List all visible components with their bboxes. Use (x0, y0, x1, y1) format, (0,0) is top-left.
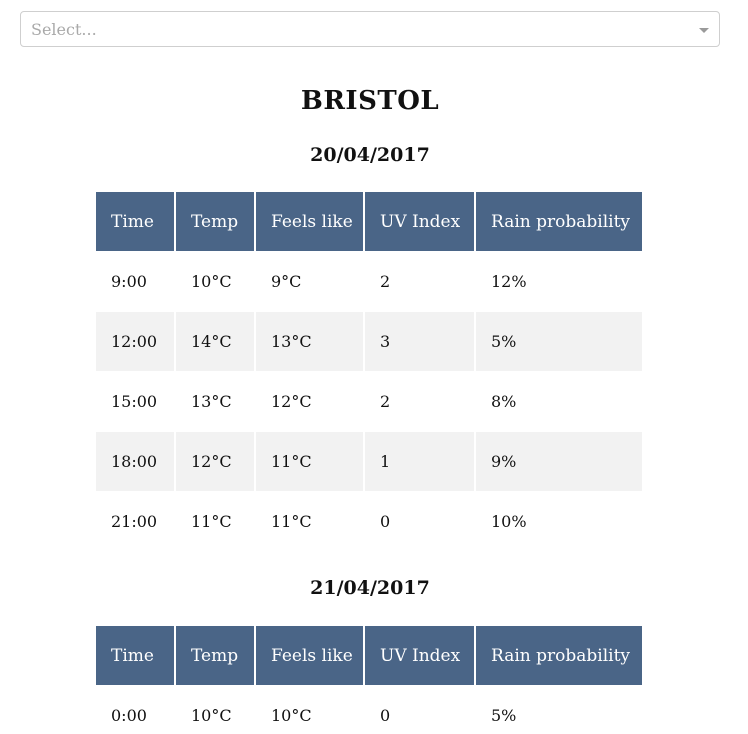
cell-uv-index: 1 (365, 431, 476, 491)
column-header-uv-index: UV Index (365, 192, 476, 251)
cell-rain-probability: 5% (476, 311, 642, 371)
cell-temp: 11°C (176, 491, 256, 551)
column-header-feels-like: Feels like (256, 192, 365, 251)
city-select-placeholder: Select... (31, 20, 97, 39)
table-row: 18:00 12°C 11°C 1 9% (96, 431, 642, 491)
cell-time: 18:00 (96, 431, 176, 491)
cell-temp: 12°C (176, 431, 256, 491)
cell-time: 9:00 (96, 251, 176, 311)
column-header-feels-like: Feels like (256, 626, 365, 685)
table-row: 0:00 10°C 10°C 0 5% (96, 685, 642, 734)
column-header-time: Time (96, 192, 176, 251)
cell-uv-index: 2 (365, 251, 476, 311)
table-row: 9:00 10°C 9°C 2 12% (96, 251, 642, 311)
cell-temp: 13°C (176, 371, 256, 431)
table-row: 12:00 14°C 13°C 3 5% (96, 311, 642, 371)
cell-time: 0:00 (96, 685, 176, 734)
table-row: 15:00 13°C 12°C 2 8% (96, 371, 642, 431)
column-header-rain-probability: Rain probability (476, 192, 642, 251)
cell-feels-like: 13°C (256, 311, 365, 371)
cell-rain-probability: 5% (476, 685, 642, 734)
table-header-row: Time Temp Feels like UV Index Rain proba… (96, 192, 642, 251)
column-header-temp: Temp (176, 626, 256, 685)
cell-rain-probability: 10% (476, 491, 642, 551)
date-heading: 20/04/2017 (310, 144, 430, 166)
forecast-table: Time Temp Feels like UV Index Rain proba… (96, 192, 642, 551)
cell-temp: 14°C (176, 311, 256, 371)
chevron-down-icon[interactable] (699, 28, 709, 33)
cell-uv-index: 2 (365, 371, 476, 431)
cell-uv-index: 0 (365, 491, 476, 551)
cell-temp: 10°C (176, 251, 256, 311)
cell-uv-index: 0 (365, 685, 476, 734)
cell-feels-like: 9°C (256, 251, 365, 311)
column-header-rain-probability: Rain probability (476, 626, 642, 685)
cell-temp: 10°C (176, 685, 256, 734)
date-heading: 21/04/2017 (310, 577, 430, 599)
cell-feels-like: 11°C (256, 431, 365, 491)
cell-feels-like: 10°C (256, 685, 365, 734)
table-header-row: Time Temp Feels like UV Index Rain proba… (96, 626, 642, 685)
cell-time: 21:00 (96, 491, 176, 551)
table-row: 21:00 11°C 11°C 0 10% (96, 491, 642, 551)
column-header-uv-index: UV Index (365, 626, 476, 685)
cell-rain-probability: 12% (476, 251, 642, 311)
cell-time: 15:00 (96, 371, 176, 431)
cell-feels-like: 12°C (256, 371, 365, 431)
column-header-time: Time (96, 626, 176, 685)
city-title: BRISTOL (300, 86, 440, 116)
cell-feels-like: 11°C (256, 491, 365, 551)
cell-rain-probability: 9% (476, 431, 642, 491)
city-select[interactable]: Select... (20, 11, 720, 47)
cell-uv-index: 3 (365, 311, 476, 371)
cell-time: 12:00 (96, 311, 176, 371)
cell-rain-probability: 8% (476, 371, 642, 431)
forecast-table: Time Temp Feels like UV Index Rain proba… (96, 626, 642, 734)
column-header-temp: Temp (176, 192, 256, 251)
